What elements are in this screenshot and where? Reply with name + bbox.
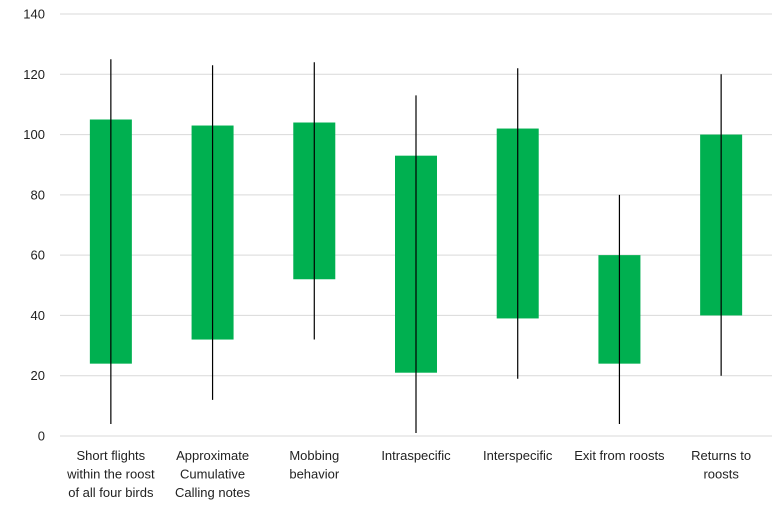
x-category-label-line: within the roost [66, 467, 155, 482]
candle [191, 65, 234, 400]
y-tick-label: 100 [23, 127, 45, 142]
x-category-label-line: of all four birds [68, 485, 154, 500]
candle [700, 74, 743, 376]
x-category-label-line: Short flights [77, 448, 146, 463]
x-category-label: Interspecific [483, 448, 553, 463]
candle [89, 59, 132, 424]
x-category-label-line: Returns to [691, 448, 751, 463]
y-tick-label: 60 [31, 248, 45, 263]
x-category-label-line: Cumulative [180, 467, 245, 482]
x-category-label-line: Mobbing [289, 448, 339, 463]
x-category-label-line: Exit from roosts [574, 448, 665, 463]
y-tick-label: 80 [31, 187, 45, 202]
x-category-label-line: Intraspecific [381, 448, 451, 463]
x-category-label: Mobbing behavior [289, 448, 340, 482]
y-tick-label: 140 [23, 7, 45, 22]
y-tick-label: 120 [23, 67, 45, 82]
x-category-label: Approximate Cumulative Calling notes [175, 448, 251, 500]
chart-marks [89, 59, 743, 433]
y-tick-label: 0 [38, 429, 45, 444]
x-category-label: Exit from roosts [574, 448, 665, 463]
x-category-label-line: Calling notes [175, 485, 251, 500]
y-tick-label: 20 [31, 368, 45, 383]
x-axis-category-labels: Short flights within the roost of all four… [66, 448, 751, 500]
x-category-label-line: Approximate [176, 448, 249, 463]
x-category-label-line: roosts [703, 467, 739, 482]
x-category-label: Short flights within the roost of all four… [66, 448, 155, 500]
x-category-label: Intraspecific [381, 448, 451, 463]
candle [496, 68, 539, 379]
y-tick-label: 40 [31, 308, 45, 323]
y-axis-tick-labels: 0 20 40 60 80 100 120 140 [23, 7, 45, 444]
candle [598, 194, 641, 424]
x-category-label: Returns to roosts [691, 448, 751, 482]
x-category-label-line: behavior [289, 467, 340, 482]
candle [395, 95, 437, 433]
x-category-label-line: Interspecific [483, 448, 553, 463]
candle [293, 62, 336, 340]
